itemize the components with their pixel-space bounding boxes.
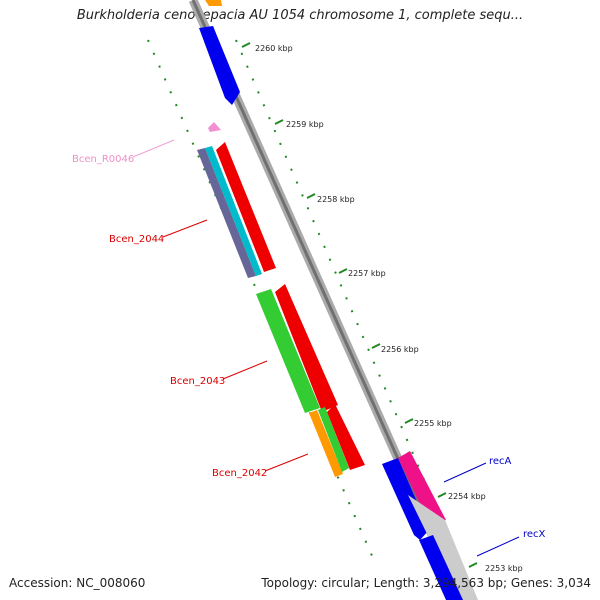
gene-blue-top bbox=[199, 26, 240, 105]
kbp-2256: 2256 kbp bbox=[381, 345, 419, 354]
gene-label-bcen-2044: Bcen_2044 bbox=[109, 234, 164, 245]
topology-text: Topology: circular; Length: 3,294,563 bp… bbox=[261, 576, 591, 590]
kbp-2259: 2259 kbp bbox=[286, 120, 324, 129]
gene-grey bbox=[408, 495, 478, 600]
coordinate-rails bbox=[147, 39, 453, 566]
accession-text: Accession: NC_008060 bbox=[9, 576, 146, 590]
gene-reca-blue bbox=[382, 458, 429, 540]
gene-label-reca: recA bbox=[489, 456, 512, 467]
gene-bcen-2044-slate bbox=[197, 148, 256, 278]
label-leaders bbox=[132, 139, 520, 557]
kbp-2258: 2258 kbp bbox=[317, 195, 355, 204]
gene-bcen-2042-green bbox=[318, 407, 349, 472]
gene-bcen-r0046 bbox=[208, 122, 221, 132]
gene-labels: Bcen_R0046 Bcen_2044 Bcen_2043 Bcen_2042… bbox=[72, 154, 546, 540]
gene-bcen-2044-red bbox=[216, 142, 276, 272]
gene-features bbox=[197, 0, 478, 600]
gene-magenta bbox=[398, 451, 446, 525]
kbp-2257: 2257 kbp bbox=[348, 269, 386, 278]
gene-label-bcen-2042: Bcen_2042 bbox=[212, 468, 267, 479]
kbp-2260: 2260 kbp bbox=[255, 44, 293, 53]
gene-recx-blue bbox=[419, 535, 463, 600]
gene-orange-top bbox=[205, 0, 222, 6]
gene-label-bcen-r0046: Bcen_R0046 bbox=[72, 154, 134, 165]
map-title: Burkholderia cenocepacia AU 1054 chromos… bbox=[76, 8, 524, 23]
gene-bcen-2043-red bbox=[275, 284, 338, 412]
chromosome-backbone bbox=[188, 0, 466, 600]
gene-bcen-2042-orange bbox=[309, 410, 343, 477]
kbp-ticks: 2260 kbp 2259 kbp 2258 kbp 2257 kbp 2256… bbox=[241, 42, 523, 573]
gene-bcen-2044-cyan bbox=[205, 146, 262, 276]
gene-label-recx: recX bbox=[523, 529, 546, 540]
kbp-2253: 2253 kbp bbox=[485, 564, 523, 573]
gene-bcen-2042-red bbox=[327, 404, 365, 470]
gene-label-bcen-2043: Bcen_2043 bbox=[170, 376, 225, 387]
gene-bcen-2043-green bbox=[256, 289, 320, 413]
kbp-2254: 2254 kbp bbox=[448, 492, 486, 501]
kbp-2255: 2255 kbp bbox=[414, 419, 452, 428]
